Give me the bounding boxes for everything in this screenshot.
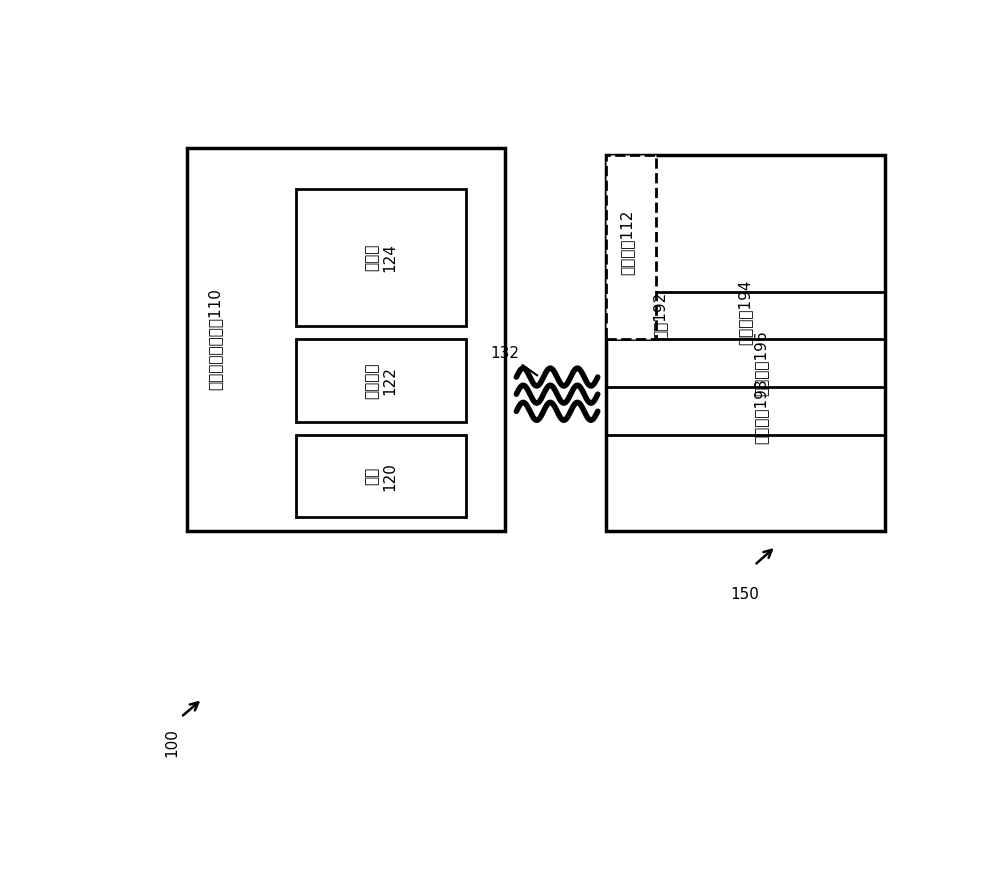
Text: 反射器头
122: 反射器头 122 xyxy=(365,362,397,399)
Bar xyxy=(187,148,505,531)
Text: 100: 100 xyxy=(164,728,179,757)
Bar xyxy=(606,155,656,340)
Text: 皮下脂肪198: 皮下脂肪198 xyxy=(753,379,768,444)
Text: 皮下脂肪194: 皮下脂肪194 xyxy=(738,279,753,345)
Bar xyxy=(606,155,885,531)
Text: 探头
120: 探头 120 xyxy=(365,462,397,491)
Bar xyxy=(296,188,466,325)
Text: 真空系统112: 真空系统112 xyxy=(619,210,634,275)
Text: 132: 132 xyxy=(491,346,537,375)
Bar xyxy=(296,436,466,517)
Text: 组织192: 组织192 xyxy=(652,292,667,339)
Text: 声波皮下切割装置110: 声波皮下切割装置110 xyxy=(207,289,222,390)
Text: 纤维脂膜196: 纤维脂膜196 xyxy=(753,331,768,396)
Text: 控制器
124: 控制器 124 xyxy=(365,243,397,272)
Bar xyxy=(296,340,466,421)
Text: 150: 150 xyxy=(731,588,759,602)
